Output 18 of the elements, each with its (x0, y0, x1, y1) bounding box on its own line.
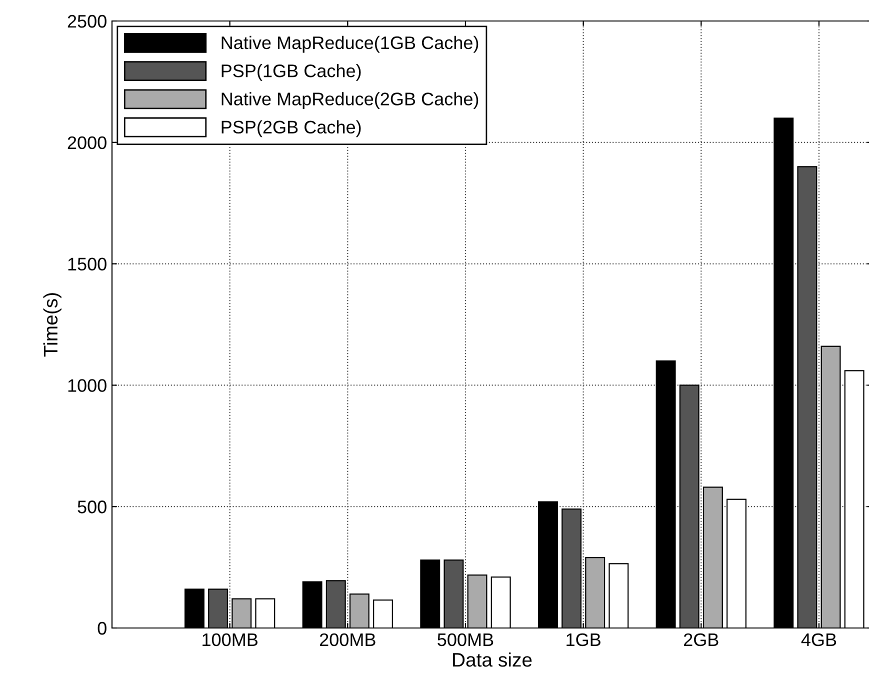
y-tick-label: 1000 (68, 379, 106, 392)
legend-label: PSP(1GB Cache) (222, 64, 361, 81)
x-tick-label: 100MB (202, 633, 258, 646)
legend-label: Native MapReduce(2GB Cache) (222, 92, 478, 109)
y-axis-title: Time(s) (43, 293, 62, 357)
y-tick-label: 0 (98, 622, 106, 635)
legend-label: PSP(2GB Cache) (222, 120, 361, 138)
x-tick-label: 4GB (801, 633, 836, 646)
x-tick-label: 200MB (320, 633, 376, 646)
y-tick-label: 2000 (68, 136, 106, 150)
y-tick-label: 2500 (68, 14, 106, 28)
x-tick-label: 500MB (438, 633, 494, 646)
x-tick-label: 2GB (684, 633, 718, 646)
x-tick-label: 1GB (566, 633, 600, 646)
y-tick-label: 1500 (68, 258, 106, 271)
y-tick-label: 500 (78, 500, 106, 514)
legend-label: Native MapReduce(1GB Cache) (222, 36, 478, 53)
x-axis-title: Data size (453, 652, 532, 667)
